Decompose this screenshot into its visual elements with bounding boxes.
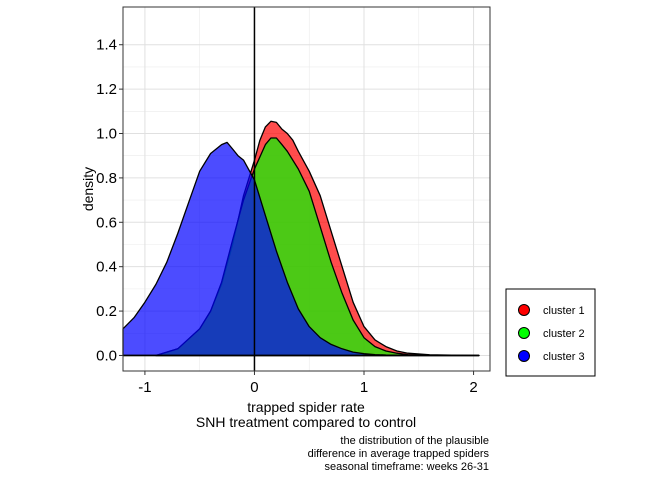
legend-label-cluster-1: cluster 1 [543,305,585,317]
y-tick-label: 1.0 [96,126,117,143]
y-tick-label: 0.8 [96,170,117,187]
x-tick-label: -1 [138,379,151,396]
x-tick-label: 0 [250,379,258,396]
y-tick-label: 0.4 [96,259,117,276]
y-tick-label: 0.2 [96,303,117,320]
x-axis-ticks: -1 0 1 2 [138,371,478,396]
legend-item-cluster-1: cluster 1 [518,304,585,317]
y-axis-ticks: 0.0 0.2 0.4 0.6 0.8 1.0 1.2 1.4 [96,37,123,364]
y-tick-label: 1.4 [96,37,117,54]
caption-line-3: seasonal timeframe: weeks 26-31 [325,461,489,473]
x-axis-label-line1: trapped spider rate [247,399,365,415]
legend-key-cluster-2 [518,327,530,339]
y-axis-label: density [80,167,96,211]
density-area-cluster-3 [122,141,480,357]
x-tick-label: 2 [469,379,477,396]
legend-item-cluster-2: cluster 2 [518,327,585,340]
caption-line-2: difference in average trapped spiders [308,448,490,460]
legend-label-cluster-3: cluster 3 [543,351,585,363]
x-axis-label-line2: SNH treatment compared to control [196,414,416,430]
caption-line-1: the distribution of the plausible [340,435,489,447]
legend: cluster 1 cluster 2 cluster 3 [505,288,596,377]
x-tick-label: 1 [360,379,368,396]
legend-key-cluster-1 [518,304,530,316]
legend-item-cluster-3: cluster 3 [518,350,585,363]
density-areas [122,120,480,357]
plot-border [122,6,491,372]
y-tick-label: 0.0 [96,347,117,364]
y-tick-label: 0.6 [96,214,117,231]
y-tick-label: 1.2 [96,81,117,98]
legend-label-cluster-2: cluster 2 [543,328,585,340]
legend-key-cluster-3 [518,350,530,362]
